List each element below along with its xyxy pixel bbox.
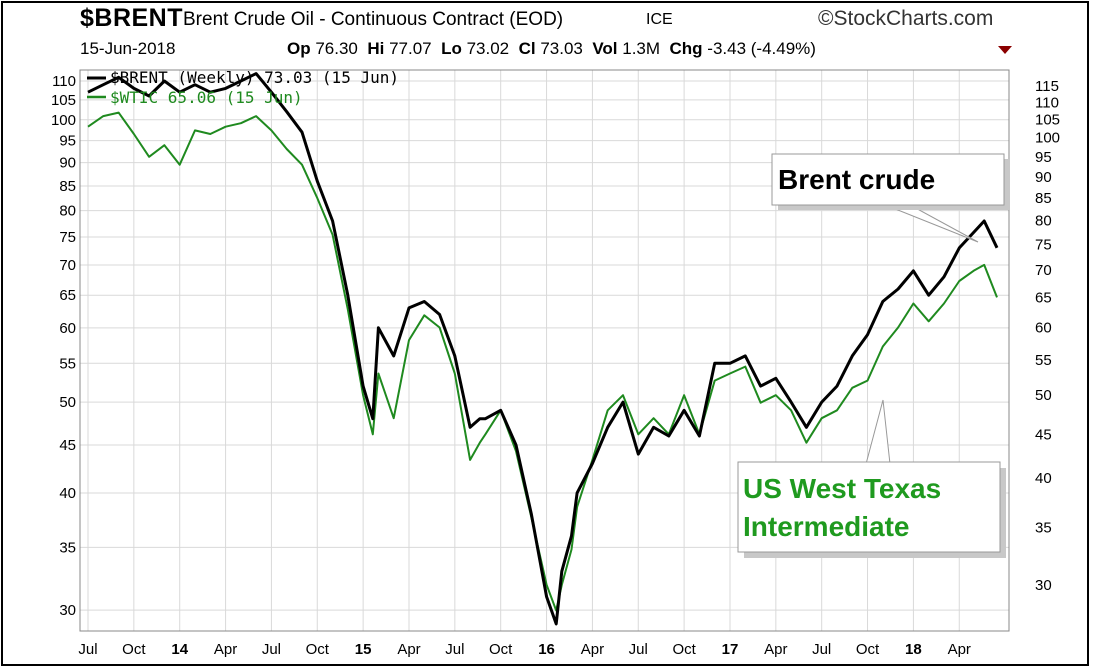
quote-date: 15-Jun-2018: [80, 39, 176, 58]
x-tick-label: Oct: [306, 641, 330, 658]
left-tick-label: 50: [59, 394, 76, 411]
right-tick-label: 110: [1035, 94, 1059, 111]
exchange-label: ICE: [646, 11, 673, 28]
wti-callout-box: [737, 461, 1001, 553]
series-line-brent: [87, 72, 999, 626]
left-tick-label: 95: [59, 133, 76, 150]
x-tick-label: Oct: [856, 641, 880, 658]
high-label: Hi: [367, 39, 385, 58]
ticker-symbol: $BRENT: [80, 4, 184, 32]
right-tick-label: 35: [1035, 520, 1052, 537]
x-tick-label: Apr: [581, 641, 604, 658]
left-tick-label: 45: [59, 437, 76, 454]
left-tick-label: 90: [59, 155, 76, 172]
right-tick-label: 65: [1035, 290, 1052, 307]
legend: $BRENT (Weekly) 73.03 (15 Jun) $WTIC 65.…: [87, 68, 399, 107]
series-line-wtic: [87, 111, 998, 612]
right-tick-label: 95: [1035, 149, 1052, 166]
brent-callout: Brent crude: [771, 153, 1010, 243]
right-tick-label: 45: [1035, 426, 1052, 443]
plot-area-border: [79, 69, 1010, 632]
left-tick-label: 60: [59, 320, 76, 337]
wti-callout: US West Texas Intermediate: [737, 399, 1006, 558]
x-tick-label: Jul: [812, 641, 831, 658]
x-tick-label: 14: [171, 641, 188, 658]
legend-label-brent: $BRENT (Weekly) 73.03 (15 Jun): [110, 68, 399, 87]
right-tick-label: 70: [1035, 262, 1052, 279]
right-tick-label: 40: [1035, 470, 1052, 487]
left-tick-label: 100: [51, 112, 76, 129]
instrument-description: Brent Crude Oil - Continuous Contract (E…: [183, 9, 564, 30]
x-tick-label: Apr: [397, 641, 420, 658]
left-tick-label: 85: [59, 178, 76, 195]
wti-callout-line2: Intermediate: [743, 511, 910, 542]
left-tick-label: 55: [59, 355, 76, 372]
close-label: Cl: [518, 39, 536, 58]
left-tick-label: 105: [51, 92, 76, 109]
x-tick-label: Jul: [262, 641, 281, 658]
change-label: Chg: [669, 39, 703, 58]
x-tick-label: Oct: [122, 641, 146, 658]
right-tick-label: 55: [1035, 352, 1052, 369]
low-value: 73.02: [466, 39, 510, 58]
volume-label: Vol: [592, 39, 618, 58]
brand-logo[interactable]: ©StockCharts.com: [818, 7, 994, 30]
x-tick-label: Jul: [629, 641, 648, 658]
left-tick-label: 35: [59, 539, 76, 556]
x-tick-label: Apr: [948, 641, 971, 658]
wti-callout-pointer: [865, 399, 891, 465]
x-tick-label: Jul: [445, 641, 464, 658]
right-tick-label: 50: [1035, 387, 1052, 404]
x-tick-label: Oct: [672, 641, 696, 658]
right-tick-label: 105: [1035, 112, 1060, 129]
ohlc-summary: Op 76.30 Hi 77.07 Lo 73.02 Cl 73.03 Vol …: [287, 39, 816, 59]
x-tick-label: 18: [905, 641, 922, 658]
left-tick-label: 70: [59, 257, 76, 274]
right-tick-label: 115: [1035, 78, 1059, 95]
left-tick-label: 75: [59, 229, 76, 246]
x-tick-label: Jul: [78, 641, 97, 658]
high-value: 77.07: [389, 39, 432, 58]
open-value: 76.30: [315, 39, 358, 58]
volume-value: 1.3M: [622, 39, 661, 58]
left-tick-label: 30: [59, 602, 76, 619]
close-value: 73.03: [540, 39, 583, 58]
right-tick-label: 75: [1035, 237, 1052, 254]
wti-callout-line1: US West Texas: [743, 473, 941, 504]
left-tick-label: 40: [59, 485, 76, 502]
x-tick-label: 16: [538, 641, 555, 658]
x-tick-label: 15: [355, 641, 372, 658]
right-tick-label: 30: [1035, 577, 1052, 594]
x-tick-label: Apr: [214, 641, 237, 658]
series-layer: [87, 72, 999, 626]
legend-label-wtic: $WTIC 65.06 (15 Jun): [110, 88, 303, 107]
open-label: Op: [287, 39, 311, 58]
right-tick-label: 80: [1035, 213, 1052, 230]
x-tick-label: 17: [722, 641, 739, 658]
right-tick-label: 100: [1035, 130, 1060, 147]
right-tick-label: 90: [1035, 169, 1052, 186]
right-tick-label: 60: [1035, 319, 1052, 336]
left-tick-label: 65: [59, 287, 76, 304]
change-down-arrow-icon: [998, 46, 1012, 54]
right-tick-label: 85: [1035, 190, 1052, 207]
left-axis: 30 35 40 45 50 55 60 65 70 75 80 85 90 95 100 105 110: [51, 73, 76, 619]
x-axis: Jul Oct 14 Apr Jul Oct 15 Apr Jul Oct 16 Apr Jul Oct 1…: [78, 641, 971, 658]
brent-callout-text: Brent crude: [778, 164, 935, 195]
x-tick-label: Oct: [489, 641, 513, 658]
low-label: Lo: [441, 39, 462, 58]
brent-callout-box: [771, 153, 1005, 206]
left-tick-label: 80: [59, 203, 76, 220]
x-tick-label: Apr: [764, 641, 787, 658]
left-tick-label: 110: [52, 73, 76, 90]
change-value: -3.43 (-4.49%): [707, 39, 816, 58]
